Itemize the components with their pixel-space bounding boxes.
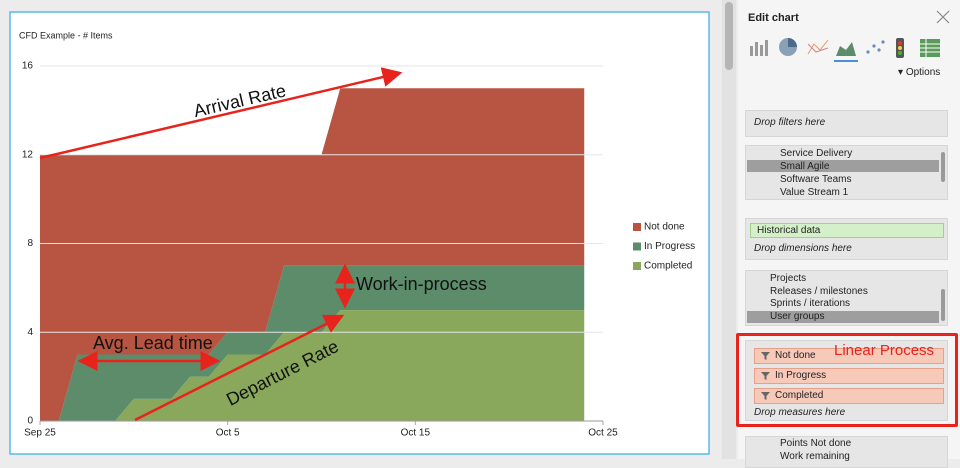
dimension-list: Projects Releases / milestones Sprints / i… <box>745 270 948 326</box>
y-tick-label: 8 <box>27 238 33 249</box>
annotation: Work-in-process <box>356 274 487 294</box>
measure-label: Not done <box>775 350 816 361</box>
chart-title: CFD Example - # Items <box>19 30 113 40</box>
bar-icon[interactable] <box>750 40 768 56</box>
scrollbar[interactable] <box>722 0 736 459</box>
x-tick-label: Sep 25 <box>24 428 56 439</box>
list-item: Sprints / iterations <box>770 298 851 310</box>
edit-panel: Edit chart ▾ Options Drop filters here S… <box>736 0 960 468</box>
chart: CFD Example - # Items 0 4 8 12 16 Sep 25 Oct 5… <box>9 0 736 459</box>
legend-swatch <box>633 262 641 270</box>
scrollbar-thumb[interactable] <box>725 2 733 70</box>
area-icon[interactable] <box>834 42 858 62</box>
selection <box>747 160 939 172</box>
legend-label: In Progress <box>644 241 695 252</box>
list-item: Points Not done <box>780 438 852 449</box>
legend-label: Not done <box>644 222 685 233</box>
list-item: Value Stream 1 <box>780 187 849 198</box>
list-item: User groups <box>770 311 825 323</box>
measure-label: In Progress <box>775 370 827 381</box>
placeholder: Drop dimensions here <box>754 243 852 254</box>
measure-pill[interactable]: Not done <box>754 348 944 364</box>
selection <box>747 311 939 323</box>
placeholder: Drop filters here <box>754 117 826 128</box>
chart-type-icons <box>750 38 940 62</box>
filter-icon <box>761 372 770 380</box>
legend-swatch <box>633 242 641 251</box>
scroll-thumb[interactable] <box>941 289 945 321</box>
table-icon[interactable] <box>920 39 940 57</box>
list-item: Software Teams <box>780 174 852 185</box>
x-tick-label: Oct 25 <box>588 428 618 439</box>
filter-drop[interactable]: Drop filters here <box>745 110 948 137</box>
highlight-frame <box>736 333 958 427</box>
filter-icon <box>761 392 770 400</box>
legend-swatch <box>633 223 641 231</box>
options-button[interactable]: ▾ Options <box>898 67 941 78</box>
dimension-drop[interactable]: Historical data Drop dimensions here <box>745 218 948 260</box>
panel-title: Edit chart <box>748 12 799 24</box>
measure-list: Points Not done Work remaining <box>745 436 948 468</box>
annotations: Arrival Rate Work-in-process Avg. Lead t… <box>39 67 487 422</box>
measure-label: Completed <box>775 390 824 401</box>
x-tick-label: Oct 5 <box>216 428 240 439</box>
measure-pill[interactable]: In Progress <box>754 368 944 384</box>
arrow <box>39 67 403 160</box>
y-tick-label: 0 <box>27 416 33 427</box>
area <box>40 265 585 421</box>
scroll-thumb[interactable] <box>941 152 945 182</box>
note: Linear Process <box>834 342 935 359</box>
placeholder: Drop measures here <box>754 407 846 418</box>
y-tick-label: 4 <box>27 327 33 338</box>
list-item: Small Agile <box>780 161 830 172</box>
measure-drop[interactable]: Drop measures here Not done In Progress Co… <box>745 340 948 421</box>
list-item: Releases / milestones <box>770 285 868 297</box>
options-label: Options <box>905 67 941 78</box>
areas <box>40 88 585 421</box>
scatter-icon[interactable] <box>866 40 885 54</box>
pie-icon[interactable] <box>779 38 797 56</box>
arrow <box>134 314 345 422</box>
y-tick-label: 16 <box>22 61 34 72</box>
close-button[interactable] <box>936 10 950 24</box>
filter-icon <box>761 352 770 360</box>
y-tick-label: 12 <box>22 149 34 160</box>
filter-list: Service Delivery Small Agile Software Team… <box>745 145 948 200</box>
line-icon[interactable] <box>807 39 829 55</box>
annotation: Avg. Lead time <box>93 333 213 353</box>
x-tick-label: Oct 15 <box>401 428 431 439</box>
measure-pill[interactable]: Completed <box>754 388 944 404</box>
list-item: Projects <box>770 273 807 284</box>
area <box>40 88 585 421</box>
traffic-icon[interactable] <box>896 38 904 58</box>
legend-label: Completed <box>644 261 692 272</box>
list-item: Service Delivery <box>780 148 853 159</box>
dimension-chip[interactable]: Historical data <box>750 223 944 238</box>
list-item: Work remaining <box>780 451 850 462</box>
